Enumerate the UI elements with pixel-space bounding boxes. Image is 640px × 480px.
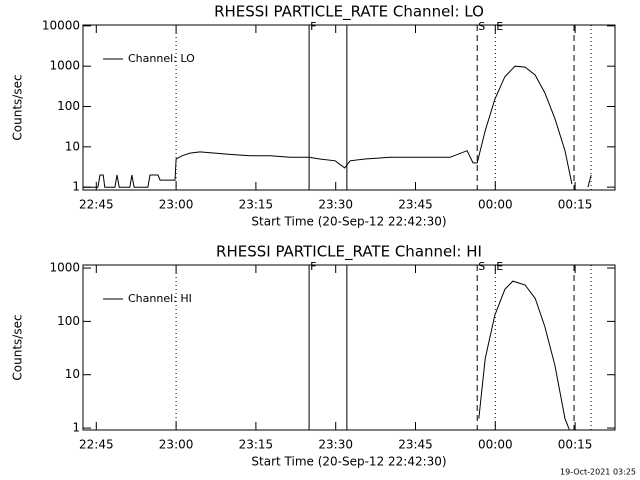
x-tick-label: 00:15 bbox=[558, 438, 593, 452]
chart-title: RHESSI PARTICLE_RATE Channel: LO bbox=[214, 3, 484, 22]
event-label: S bbox=[478, 20, 485, 33]
x-tick-label: 23:15 bbox=[239, 198, 274, 212]
legend-label: Channel: HI bbox=[128, 292, 192, 305]
event-label: S bbox=[478, 260, 485, 273]
y-tick-label: 1 bbox=[72, 180, 80, 194]
event-label: E bbox=[496, 20, 503, 33]
y-tick-label: 100 bbox=[57, 99, 80, 113]
y-tick-label: 100 bbox=[57, 314, 80, 328]
timestamp: 19-Oct-2021 03:25 bbox=[560, 468, 636, 477]
x-tick-label: 23:45 bbox=[398, 438, 433, 452]
x-tick-label: 23:00 bbox=[159, 198, 194, 212]
x-tick-label: 00:15 bbox=[558, 198, 593, 212]
y-axis-label: Counts/sec bbox=[11, 74, 25, 140]
event-label: E bbox=[496, 260, 503, 273]
x-tick-label: 23:30 bbox=[318, 438, 353, 452]
x-tick-label: 22:45 bbox=[79, 438, 114, 452]
x-tick-label: 22:45 bbox=[79, 198, 114, 212]
plot-frame bbox=[82, 24, 616, 191]
legend-label: Channel: LO bbox=[128, 52, 195, 65]
x-tick-label: 00:00 bbox=[478, 438, 513, 452]
data-line bbox=[478, 280, 570, 430]
chart-title: RHESSI PARTICLE_RATE Channel: HI bbox=[216, 243, 482, 262]
y-tick-label: 10 bbox=[65, 367, 80, 381]
y-axis-label: Counts/sec bbox=[11, 314, 25, 380]
y-tick-label: 1 bbox=[72, 421, 80, 435]
x-axis-label: Start Time (20-Sep-12 22:42:30) bbox=[251, 215, 446, 229]
event-label: F bbox=[310, 260, 316, 273]
x-tick-label: 23:30 bbox=[318, 198, 353, 212]
x-tick-label: 00:00 bbox=[478, 198, 513, 212]
y-tick-label: 10000 bbox=[42, 18, 80, 32]
y-tick-label: 1000 bbox=[49, 59, 80, 73]
y-tick-label: 10 bbox=[65, 139, 80, 153]
plot-frame bbox=[82, 264, 616, 431]
data-line bbox=[83, 65, 592, 188]
x-tick-label: 23:45 bbox=[398, 198, 433, 212]
x-tick-label: 23:00 bbox=[159, 438, 194, 452]
y-tick-label: 1000 bbox=[49, 261, 80, 275]
x-tick-label: 23:15 bbox=[239, 438, 274, 452]
x-axis-label: Start Time (20-Sep-12 22:42:30) bbox=[251, 455, 446, 469]
event-label: F bbox=[310, 20, 316, 33]
